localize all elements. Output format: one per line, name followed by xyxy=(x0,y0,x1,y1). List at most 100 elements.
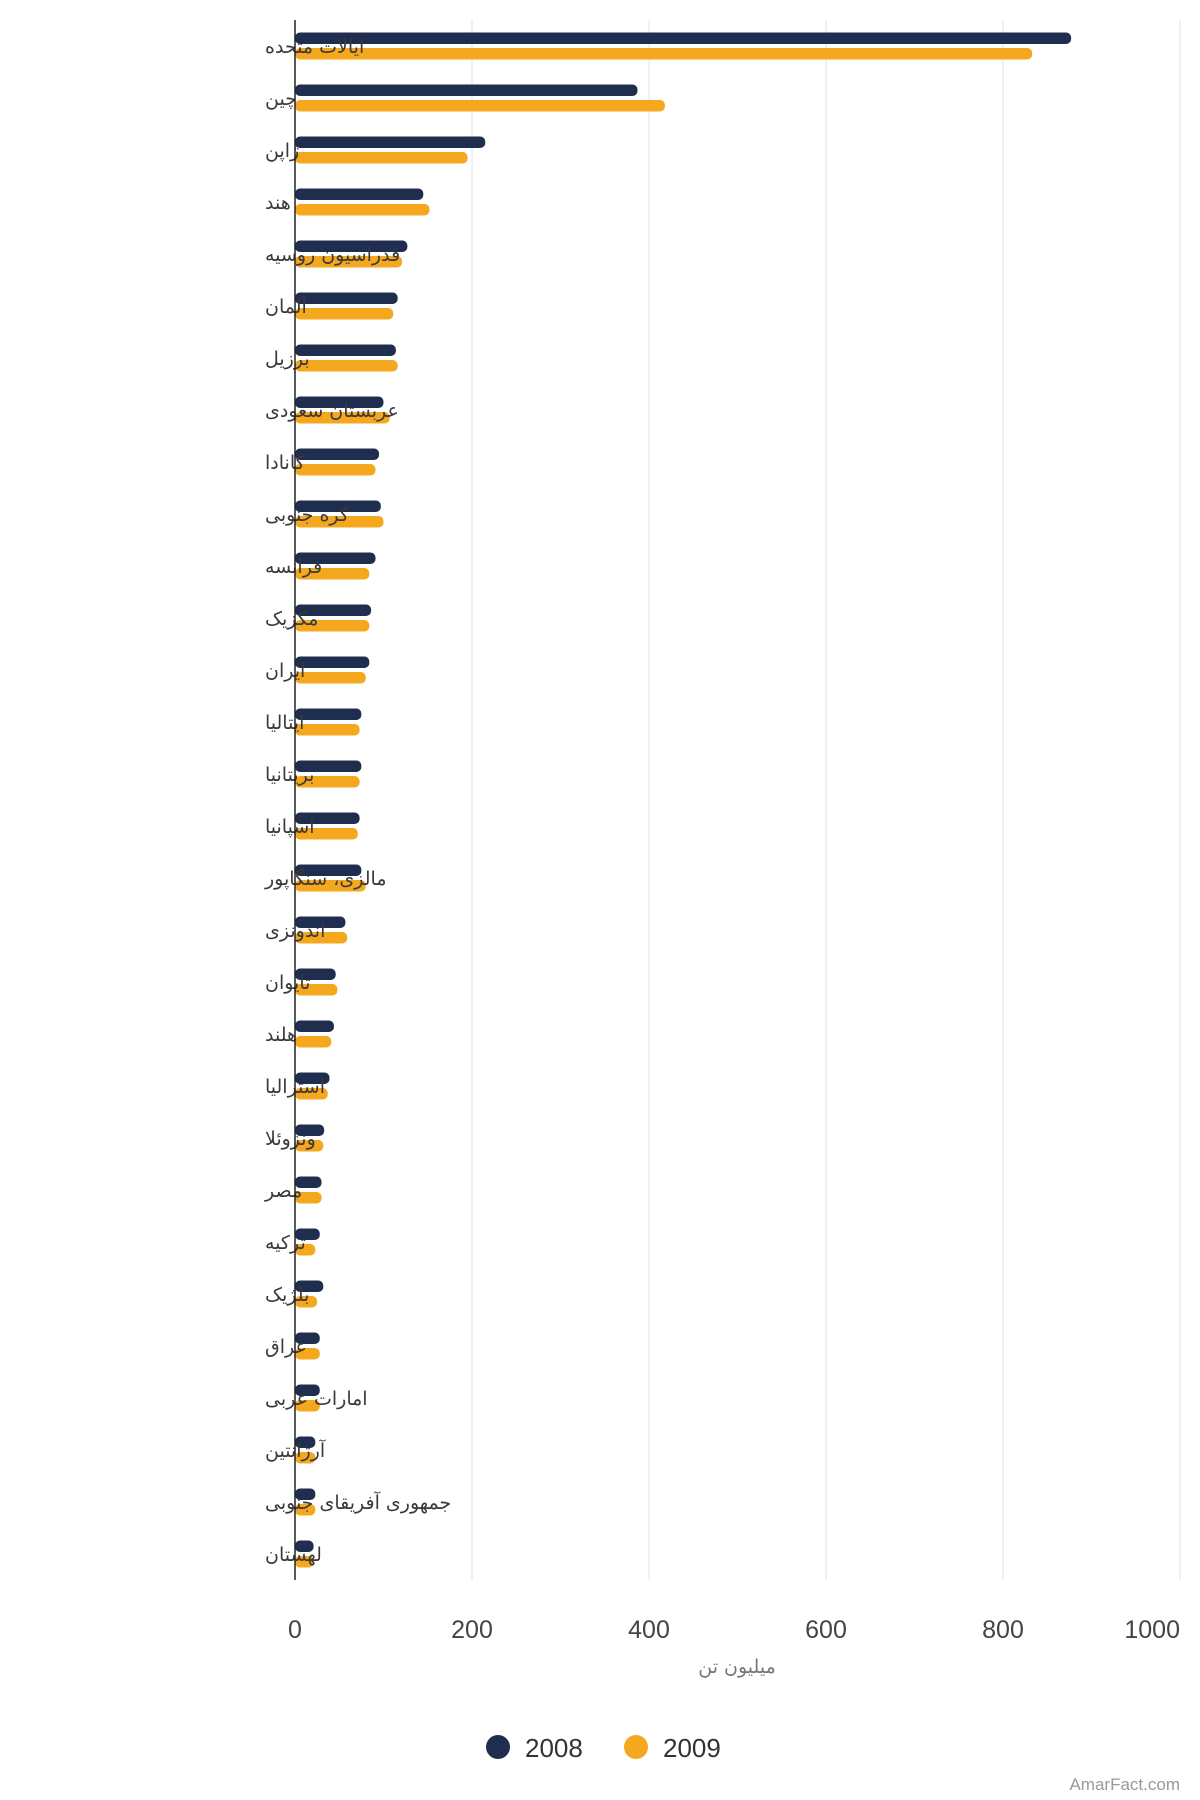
category-label: عربستان سعودی xyxy=(265,400,399,422)
bar-2008 xyxy=(295,136,486,148)
bar-2009 xyxy=(295,256,403,268)
x-axis-ticks: 0 200 400 600 800 1000 xyxy=(288,1616,1180,1644)
credit: AmarFact.com xyxy=(1069,1775,1180,1794)
category-label: امارات عربی xyxy=(265,1388,368,1410)
bar-2009 xyxy=(295,1504,316,1516)
bar-2008 xyxy=(295,812,360,824)
x-tick-label: 200 xyxy=(451,1616,493,1644)
x-tick-label: 1000 xyxy=(1124,1616,1180,1644)
bar-2009 xyxy=(295,308,394,320)
category-label: ایتالیا xyxy=(265,712,304,734)
bar-2009 xyxy=(295,360,398,372)
bar-2009 xyxy=(295,1452,316,1464)
x-tick-label: 800 xyxy=(982,1616,1024,1644)
category-label: بلژیک xyxy=(265,1284,309,1306)
bar-2008 xyxy=(295,84,638,96)
legend-label-2009: 2009 xyxy=(663,1733,721,1763)
bar-2008 xyxy=(295,760,362,772)
category-label: چین xyxy=(265,88,297,110)
gridlines xyxy=(471,20,1181,1580)
bar-2009 xyxy=(295,1244,316,1256)
bar-2008 xyxy=(295,1540,314,1552)
bar-2008 xyxy=(295,604,372,616)
bar-2009 xyxy=(295,1400,320,1412)
legend-marker-2009 xyxy=(624,1735,648,1759)
bar-2008 xyxy=(295,1228,320,1240)
bar-2008 xyxy=(295,1384,320,1396)
bar-2009 xyxy=(295,464,376,476)
bar-2009 xyxy=(295,1192,322,1204)
bar-2008 xyxy=(295,500,381,512)
bar-2008 xyxy=(295,32,1072,44)
bar-2008 xyxy=(295,1176,322,1188)
category-label: آلمان xyxy=(265,294,308,318)
bar-2009 xyxy=(295,100,665,112)
bar-2008 xyxy=(295,708,362,720)
bar-2008 xyxy=(295,1332,320,1344)
bar-2008 xyxy=(295,1124,325,1136)
category-label: ترکیه xyxy=(265,1232,306,1254)
category-label: تایوان xyxy=(265,972,310,994)
bar-2009 xyxy=(295,984,338,996)
bar-2009 xyxy=(295,152,468,164)
bar-2008 xyxy=(295,1436,316,1448)
bar-2008 xyxy=(295,916,346,928)
category-label: مالزی، سنگاپور xyxy=(264,867,387,890)
bar-2008 xyxy=(295,292,398,304)
bar-2008 xyxy=(295,1280,324,1292)
bar-2009 xyxy=(295,932,348,944)
category-label: اسپانیا xyxy=(265,816,315,838)
bar-2009 xyxy=(295,1348,320,1360)
bar-2008 xyxy=(295,188,424,200)
category-label: هند xyxy=(265,192,291,214)
category-label: جمهوری آفریقای جنوبی xyxy=(265,1490,451,1514)
bar-2009 xyxy=(295,776,360,788)
bar-2009 xyxy=(295,516,384,528)
bar-2008 xyxy=(295,1020,334,1032)
x-tick-label: 400 xyxy=(628,1616,670,1644)
category-labels: ایالات متحده چین ژاپن هند فدراسیون روسیه آلما… xyxy=(264,36,451,1566)
category-label: ایالات متحده xyxy=(265,36,364,58)
bar-2009 xyxy=(295,672,366,684)
legend-label-2008: 2008 xyxy=(525,1733,583,1763)
category-label: فرانسه xyxy=(265,556,322,578)
bar-2008 xyxy=(295,968,336,980)
category-label: هلند xyxy=(265,1024,297,1046)
bar-2009 xyxy=(295,1556,314,1568)
category-label: ایران xyxy=(265,660,305,682)
x-axis-title: میلیون تن xyxy=(698,1656,776,1678)
bar-2008 xyxy=(295,552,376,564)
category-label: ژاپن xyxy=(265,140,299,162)
bar-2009 xyxy=(295,1088,328,1100)
bar-2008 xyxy=(295,864,362,876)
bars xyxy=(295,32,1072,1568)
bar-2009 xyxy=(295,1296,318,1308)
bar-2009 xyxy=(295,568,370,580)
category-label: فدراسیون روسیه xyxy=(265,244,400,266)
bar-2008 xyxy=(295,656,370,668)
bar-2009 xyxy=(295,620,370,632)
category-label: کره جنوبی xyxy=(265,504,350,526)
bar-2009 xyxy=(295,880,366,892)
bar-2008 xyxy=(295,344,396,356)
bar-2009 xyxy=(295,828,358,840)
bar-2009 xyxy=(295,724,360,736)
bar-2008 xyxy=(295,448,380,460)
bar-2008 xyxy=(295,1072,330,1084)
x-tick-label: 600 xyxy=(805,1616,847,1644)
bar-2008 xyxy=(295,240,408,252)
bar-2009 xyxy=(295,412,390,424)
x-tick-label: 0 xyxy=(288,1616,302,1644)
bar-2008 xyxy=(295,396,384,408)
category-label: عراق xyxy=(265,1336,307,1358)
bar-2009 xyxy=(295,1140,324,1152)
category-label: مکزیک xyxy=(265,608,318,630)
bar-2008 xyxy=(295,1488,316,1500)
bar-2009 xyxy=(295,204,430,216)
legend-marker-2008 xyxy=(486,1735,510,1759)
category-label: بریتانیا xyxy=(265,764,314,786)
bar-2009 xyxy=(295,48,1033,60)
category-label: ونزوئلا xyxy=(265,1128,316,1150)
bar-2009 xyxy=(295,1036,332,1048)
